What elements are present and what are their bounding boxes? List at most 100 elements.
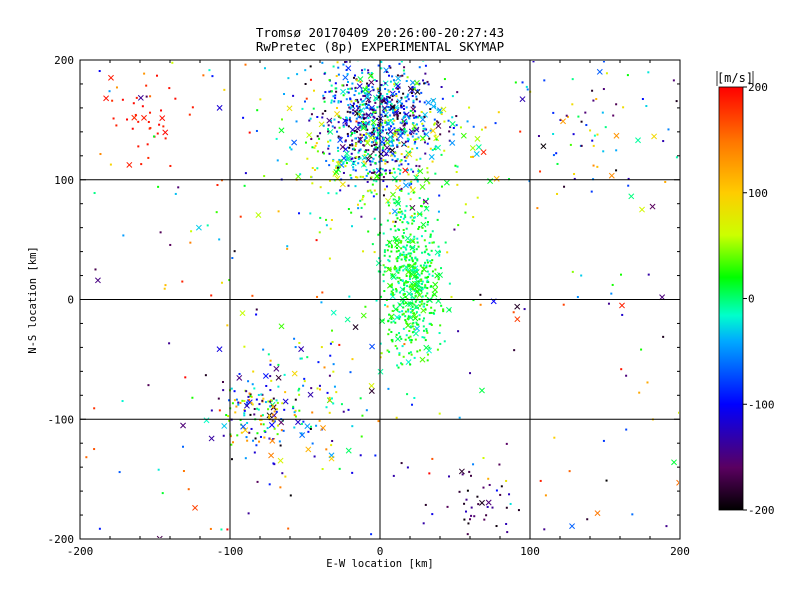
data-point (386, 97, 389, 100)
data-point (361, 134, 364, 137)
data-point (354, 176, 357, 179)
data-point (409, 182, 412, 185)
data-point (164, 284, 167, 287)
data-point (421, 295, 424, 298)
data-point (568, 470, 571, 473)
data-point (590, 190, 593, 193)
data-point (362, 250, 365, 253)
data-point (528, 180, 531, 183)
data-point (357, 162, 360, 165)
data-point (241, 399, 244, 402)
data-point (420, 279, 423, 282)
data-point (415, 311, 418, 314)
data-point (277, 363, 280, 366)
data-point (99, 153, 102, 156)
data-point (253, 413, 256, 416)
data-point (308, 119, 311, 122)
data-point (345, 161, 348, 164)
data-point (378, 145, 381, 148)
data-point (85, 456, 88, 459)
data-point (384, 87, 387, 90)
data-point (521, 81, 524, 84)
data-points (85, 61, 679, 538)
data-point (348, 106, 351, 109)
data-point (391, 121, 394, 124)
data-point (306, 356, 309, 359)
data-point (572, 133, 575, 136)
data-point (405, 106, 408, 109)
colorbar (718, 86, 744, 511)
data-point (348, 295, 351, 298)
data-point (426, 279, 429, 282)
data-point-cross (141, 114, 147, 121)
data-point (439, 111, 442, 114)
data-point (384, 98, 387, 101)
data-point (428, 182, 431, 185)
data-point (393, 83, 396, 86)
data-point (369, 155, 372, 158)
data-point (441, 97, 444, 100)
data-point (318, 419, 321, 422)
data-point (372, 157, 375, 160)
data-point (431, 513, 434, 516)
data-point (395, 290, 398, 293)
data-point (393, 155, 396, 158)
data-point (371, 160, 374, 163)
data-point (111, 99, 114, 102)
data-point (407, 145, 410, 148)
data-point (602, 88, 605, 91)
data-point (439, 342, 442, 345)
data-point (424, 82, 427, 85)
data-point (390, 290, 393, 293)
data-point (332, 95, 335, 98)
data-point (404, 140, 407, 143)
data-point (365, 102, 368, 105)
data-point (367, 189, 370, 192)
data-point (346, 110, 349, 113)
data-point (322, 152, 325, 155)
data-point (190, 230, 193, 233)
data-point (329, 119, 332, 122)
data-point (258, 403, 261, 406)
data-point-cross (367, 72, 374, 79)
data-point (627, 177, 630, 180)
data-point (404, 114, 407, 117)
data-point-cross (337, 137, 344, 143)
data-point (414, 110, 417, 113)
data-point (429, 129, 432, 132)
data-point-cross (391, 208, 398, 215)
data-point (336, 106, 339, 109)
data-point-cross (430, 97, 437, 104)
data-point (404, 319, 407, 322)
data-point (457, 224, 460, 227)
data-point-cross (243, 402, 250, 409)
data-point-cross (368, 388, 375, 394)
data-point (222, 434, 225, 437)
data-point (398, 196, 401, 199)
data-point (230, 443, 233, 446)
data-point (98, 527, 101, 530)
data-point (366, 140, 369, 143)
data-point (431, 270, 434, 273)
data-point (320, 346, 323, 349)
data-point (336, 61, 339, 64)
data-point (401, 310, 404, 313)
data-point (410, 353, 413, 356)
data-point (337, 135, 340, 138)
data-point (218, 409, 221, 412)
data-point (434, 172, 437, 175)
data-point (380, 113, 383, 116)
data-point (225, 414, 228, 417)
data-point (382, 273, 385, 276)
data-point (426, 303, 429, 306)
data-point (418, 274, 421, 277)
data-point (539, 170, 542, 173)
data-point (189, 241, 192, 244)
data-point (382, 137, 385, 140)
data-point (414, 141, 417, 144)
data-point (309, 427, 312, 430)
x-tick-label: 0 (377, 545, 384, 558)
data-point-cross (350, 160, 357, 167)
data-point (332, 363, 335, 366)
data-point (458, 490, 461, 493)
